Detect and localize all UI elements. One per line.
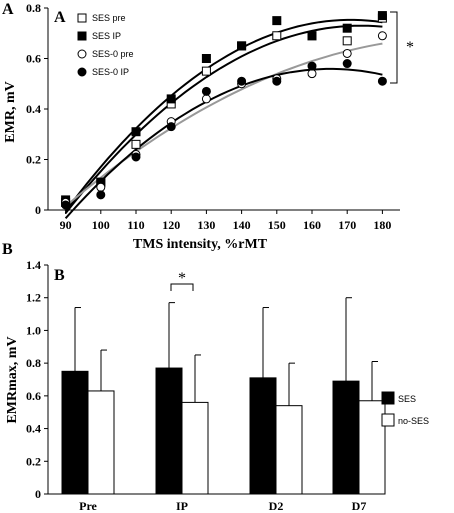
panel-b-x-tick-label: Pre — [79, 499, 97, 513]
panel-a-x-tick-label: 170 — [338, 218, 356, 232]
panel-b-inner-label: B — [54, 267, 65, 284]
legend-label-1: SES IP — [92, 31, 121, 41]
panel-a-y-tick-label: 0.6 — [26, 52, 41, 66]
trend-line-1 — [64, 18, 383, 212]
data-point-series-1 — [237, 41, 247, 51]
legend-label-0: SES — [398, 394, 416, 404]
bar-no-ses-d2 — [275, 405, 303, 495]
panel-b-label: B — [2, 241, 13, 258]
data-point-series-3 — [166, 122, 176, 132]
data-point-series-3 — [201, 86, 211, 96]
panel-a-y-axis-title: EMR, mV — [3, 81, 18, 142]
data-point-series-3 — [272, 76, 282, 86]
data-point-series-1 — [272, 16, 282, 26]
panel-a-x-tick-label: 130 — [197, 218, 215, 232]
data-point-series-1 — [377, 11, 387, 21]
data-point-series-1 — [342, 23, 352, 33]
legend-marker-3 — [77, 67, 87, 77]
data-point-series-3 — [342, 59, 352, 69]
panel-b-significance-bracket — [170, 283, 194, 291]
panel-a-y-tick-label: 0.8 — [26, 1, 41, 15]
panel-a-significance-bracket — [390, 11, 398, 84]
panel-b-y-tick-label: 0.8 — [26, 356, 41, 370]
bar-ses-d2 — [249, 377, 277, 495]
panel-a-y-tick-label: 0.2 — [26, 153, 41, 167]
data-point-series-3 — [237, 76, 247, 86]
data-point-series-1 — [307, 31, 317, 41]
panel-a-x-tick-label: 90 — [60, 218, 72, 232]
data-point-series-3 — [131, 152, 141, 162]
data-point-series-0 — [342, 36, 352, 46]
legend-marker-2 — [77, 49, 87, 59]
panel-a-x-axis-title: TMS intensity, %rMT — [133, 237, 268, 252]
panel-b-y-tick-label: 1.2 — [26, 291, 41, 305]
bar-ses-pre — [61, 370, 89, 495]
data-point-series-2 — [96, 182, 106, 192]
panel-a-x-tick-label: 110 — [127, 218, 144, 232]
panel-a-x-tick-label: 140 — [233, 218, 251, 232]
panel-a-x-tick-label: 120 — [162, 218, 180, 232]
legend-label-3: SES-0 IP — [92, 67, 129, 77]
panel-a-inner-label: A — [54, 9, 66, 26]
data-point-series-0 — [201, 66, 211, 76]
data-point-series-2 — [377, 31, 387, 41]
panel-a-x-tick-label: 160 — [303, 218, 321, 232]
panel-b-x-tick-label: D7 — [352, 499, 367, 513]
data-point-series-1 — [166, 94, 176, 104]
data-point-series-0 — [131, 139, 141, 149]
bar-ses-d7 — [332, 380, 360, 495]
panel-b-significance-star: * — [178, 270, 186, 287]
legend-label-2: SES-0 pre — [92, 49, 134, 59]
panel-b-y-tick-label: 1.4 — [26, 258, 41, 272]
bar-no-ses-pre — [87, 390, 115, 495]
data-point-series-0 — [272, 31, 282, 41]
panel-a-x-tick-label: 150 — [268, 218, 286, 232]
legend-swatch-1 — [381, 413, 395, 427]
data-point-series-3 — [96, 190, 106, 200]
panel-b-chart: B EMRmax, mV 0 0.2 0.4 0.6 0.8 1.0 1.2 1.4 Pre I… — [5, 258, 429, 513]
legend-label-0: SES pre — [92, 13, 126, 23]
panel-b-y-tick-label: 0 — [35, 487, 41, 501]
data-point-series-3 — [377, 76, 387, 86]
data-point-series-2 — [201, 94, 211, 104]
data-point-series-1 — [201, 54, 211, 63]
panel-a-x-tick-label: 180 — [373, 218, 391, 232]
data-point-series-2 — [342, 48, 352, 58]
data-point-series-2 — [307, 69, 317, 79]
panel-a-label: A — [2, 1, 14, 18]
panel-b-x-tick-label: IP — [176, 499, 188, 513]
legend-swatch-0 — [381, 391, 395, 405]
panel-b-y-tick-label: 0.2 — [26, 454, 41, 468]
panel-a-y-tick-label: 0 — [35, 203, 41, 217]
panel-b-y-tick-label: 1.0 — [26, 323, 41, 337]
panel-b-y-axis-title: EMRmax, mV — [5, 336, 20, 423]
trend-line-0 — [64, 24, 383, 214]
data-point-series-3 — [307, 61, 317, 71]
panel-b-x-tick-label: D2 — [269, 499, 284, 513]
panel-a-chart: A TMS intensity, %rMT EMR, mV 0 0.2 0.4 0.6… — [3, 1, 414, 252]
panel-b-y-tick-label: 0.6 — [26, 389, 41, 403]
legend-label-1: no-SES — [398, 416, 429, 426]
panel-b-y-tick-label: 0.4 — [26, 422, 41, 436]
legend-marker-1 — [77, 31, 87, 41]
panel-a-x-tick-label: 100 — [92, 218, 110, 232]
legend-marker-0 — [77, 13, 87, 23]
trend-line-3 — [64, 67, 383, 219]
panel-a-y-tick-label: 0.4 — [26, 102, 41, 116]
data-point-series-3 — [61, 200, 71, 210]
bar-no-ses-ip — [181, 401, 209, 495]
bar-ses-ip — [155, 367, 183, 495]
data-point-series-1 — [131, 127, 141, 137]
panel-a-significance-star: * — [406, 39, 414, 56]
bar-no-ses-d7 — [358, 400, 386, 495]
